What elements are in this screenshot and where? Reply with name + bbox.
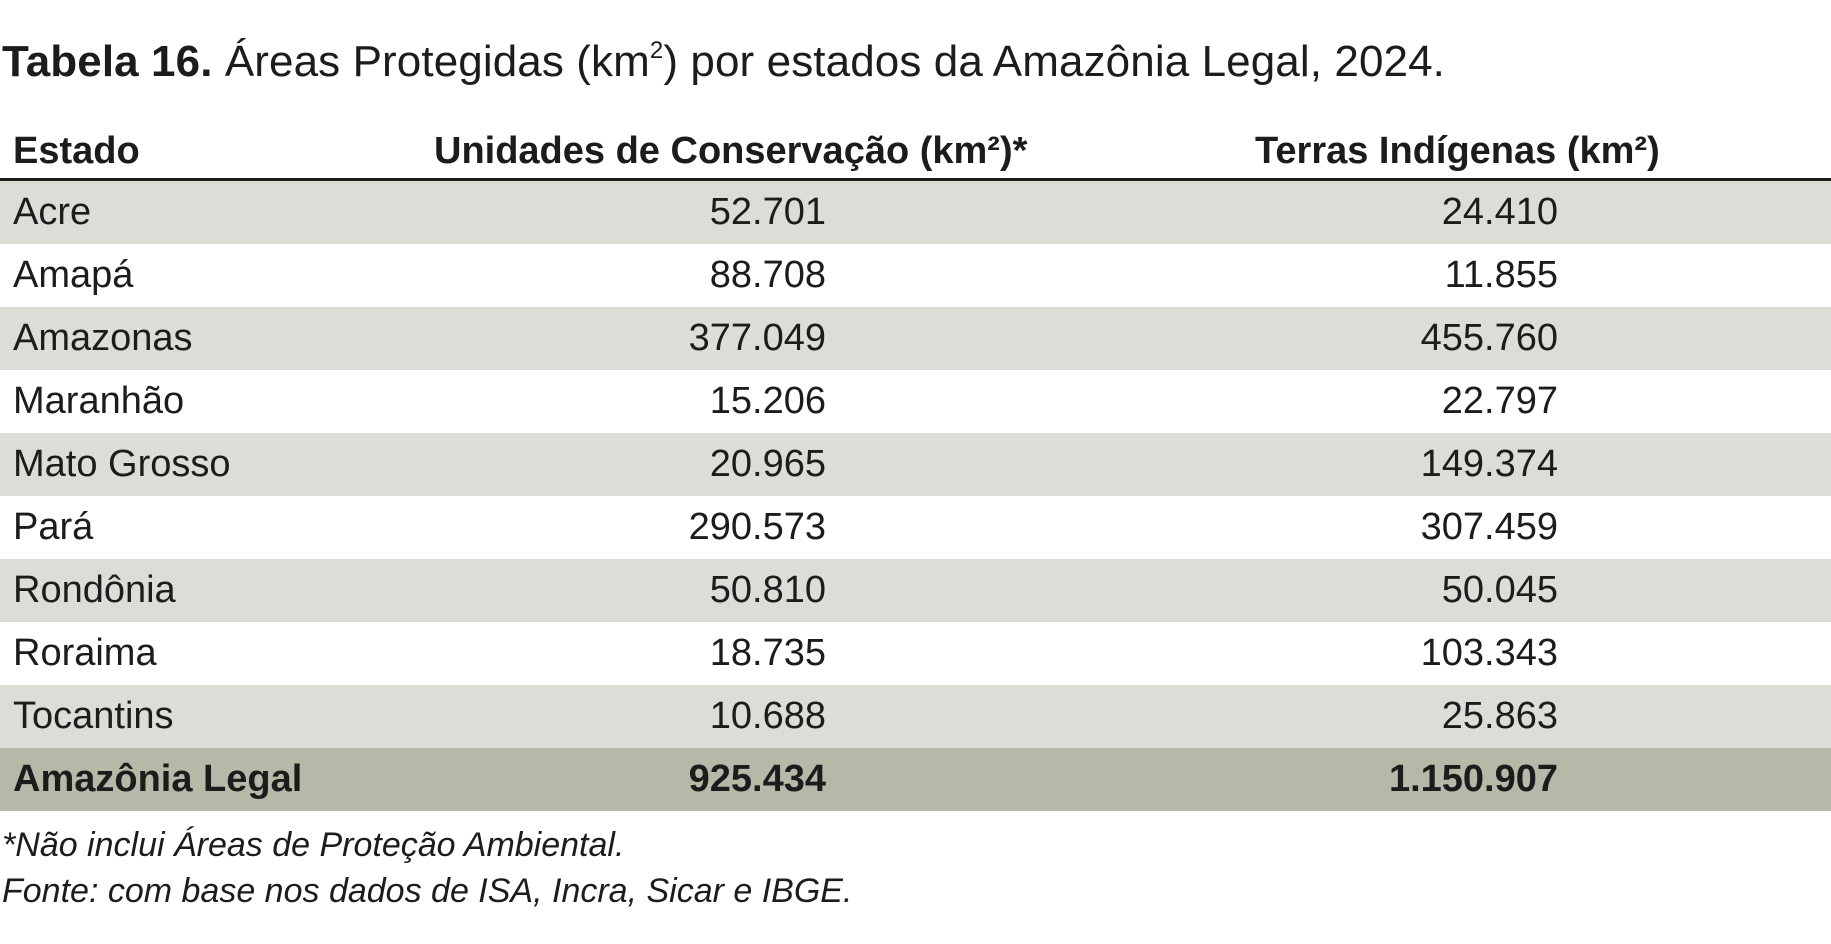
cell-estado: Amapá	[13, 254, 134, 296]
header-terras-indigenas: Terras Indígenas (km²)	[1255, 130, 1660, 172]
table-row: Acre 52.701 24.410	[0, 181, 1831, 244]
caption-text-end: ) por estados da Amazônia Legal, 2024.	[663, 37, 1446, 86]
header-estado: Estado	[13, 130, 140, 172]
table-row: Amapá 88.708 11.855	[0, 244, 1831, 307]
table-caption: Tabela 16. Áreas Protegidas (km2) por es…	[2, 34, 1445, 90]
table-row: Roraima 18.735 103.343	[0, 622, 1831, 685]
cell-uc: 290.573	[688, 506, 826, 548]
cell-estado: Pará	[13, 506, 94, 548]
source-note: Fonte: com base nos dados de ISA, Incra,…	[2, 872, 853, 910]
table-row: Maranhão 15.206 22.797	[0, 370, 1831, 433]
table-row: Amazonas 377.049 455.760	[0, 307, 1831, 370]
table-row: Rondônia 50.810 50.045	[0, 559, 1831, 622]
cell-ti: 11.855	[1444, 254, 1558, 296]
cell-estado: Tocantins	[13, 695, 174, 737]
cell-ti: 22.797	[1441, 380, 1558, 422]
caption-label: Tabela 16.	[2, 37, 213, 86]
cell-ti: 103.343	[1420, 632, 1558, 674]
cell-ti: 307.459	[1420, 506, 1558, 548]
caption-text: Áreas Protegidas (km	[212, 37, 650, 86]
table-row: Mato Grosso 20.965 149.374	[0, 433, 1831, 496]
cell-ti: 455.760	[1420, 317, 1558, 359]
cell-uc: 377.049	[688, 317, 826, 359]
cell-estado: Acre	[13, 191, 92, 233]
header-unidades-conservacao: Unidades de Conservação (km²)*	[434, 130, 1028, 172]
cell-ti: 25.863	[1441, 695, 1558, 737]
cell-ti: 149.374	[1420, 443, 1558, 485]
cell-estado: Rondônia	[13, 569, 176, 611]
table-notes: *Não inclui Áreas de Proteção Ambiental.…	[2, 822, 852, 914]
cell-uc: 18.735	[709, 632, 826, 674]
cell-uc: 88.708	[709, 254, 826, 296]
cell-uc: 50.810	[709, 569, 826, 611]
cell-ti: 50.045	[1441, 569, 1558, 611]
cell-estado: Maranhão	[13, 380, 185, 422]
caption-superscript: 2	[649, 37, 664, 64]
cell-estado: Amazonas	[13, 317, 193, 359]
cell-estado: Mato Grosso	[13, 443, 231, 485]
total-uc: 925.434	[688, 758, 826, 800]
footnote: *Não inclui Áreas de Proteção Ambiental.	[2, 826, 625, 864]
table-row: Pará 290.573 307.459	[0, 496, 1831, 559]
cell-ti: 24.410	[1441, 191, 1558, 233]
cell-uc: 10.688	[709, 695, 826, 737]
cell-uc: 20.965	[709, 443, 826, 485]
data-table: Estado Unidades de Conservação (km²)* Te…	[0, 124, 1831, 811]
cell-uc: 52.701	[709, 191, 826, 233]
total-label: Amazônia Legal	[13, 758, 303, 800]
cell-uc: 15.206	[709, 380, 826, 422]
table-row: Tocantins 10.688 25.863	[0, 685, 1831, 748]
total-ti: 1.150.907	[1388, 758, 1558, 800]
cell-estado: Roraima	[13, 632, 157, 674]
total-row: Amazônia Legal 925.434 1.150.907	[0, 748, 1831, 811]
table-header: Estado Unidades de Conservação (km²)* Te…	[0, 124, 1831, 181]
